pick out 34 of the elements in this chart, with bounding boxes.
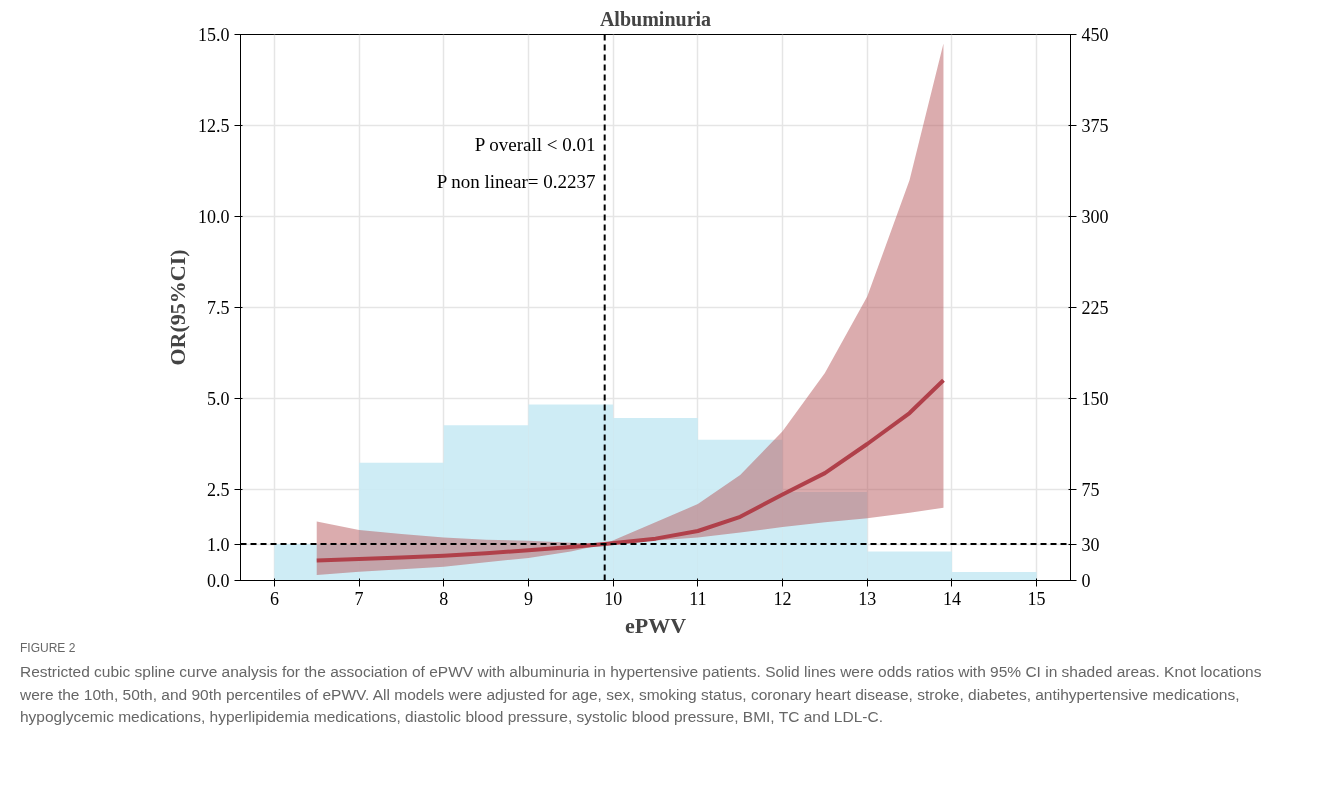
annotation: P overall < 0.01 xyxy=(474,133,596,155)
x-tick-label: 13 xyxy=(858,588,877,609)
x-axis-title: ePWV xyxy=(624,612,687,638)
y-tick-label: 5.0 xyxy=(207,389,230,409)
x-tick-label: 10 xyxy=(604,588,623,609)
y-tick-label: 10.0 xyxy=(198,207,230,227)
y2-tick-label: 300 xyxy=(1081,207,1109,227)
caption: FIGURE 2 xyxy=(20,640,77,657)
y-axis-title: OR(95%CI) xyxy=(165,249,190,366)
y2-tick-label: 75 xyxy=(1081,480,1100,500)
y2-tick-label: 30 xyxy=(1081,534,1100,555)
x-tick-label: 6 xyxy=(269,588,279,609)
line-series xyxy=(314,378,946,563)
annotation: P non linear= 0.2237 xyxy=(436,170,596,192)
chart-title: Albuminuria xyxy=(599,7,712,30)
y2-tick-label: 150 xyxy=(1081,389,1109,409)
y-tick-label: 0.0 xyxy=(207,571,230,591)
x-tick-label: 14 xyxy=(942,588,961,609)
y2-tick-label: 450 xyxy=(1081,25,1109,45)
text: Restricted cubic spline curve analysis for the association of ePWV with albuminuria in hypertensive patients. Solid lines were odds ratios with 95% CI in shaded areas. Knot locations were the 10th, 50th, and 90th percentiles of ePWV. All models were adjusted for age, sex, smoking status, coronary heart disease, stroke, diabetes, antihypertensive medications, hypoglycemic medications, hyperlipidemia medications, diastolic blood pressure, systolic blood pressure, BMI, TC and LDL-C. xyxy=(20,662,1263,728)
y-tick-label: 12.5 xyxy=(198,116,230,136)
x-tick-label: 11 xyxy=(689,588,707,609)
x-tick-label: 8 xyxy=(439,588,449,609)
y2-tick-label: 0 xyxy=(1081,571,1091,591)
x-tick-label: 7 xyxy=(354,588,364,609)
x-tick-label: 12 xyxy=(773,588,792,609)
y-tick-label: 7.5 xyxy=(207,298,230,318)
y-tick-label: 2.5 xyxy=(207,480,230,500)
y-tick-label: 1.0 xyxy=(207,534,230,555)
y-tick-label: 15.0 xyxy=(198,25,230,45)
x-tick-label: 9 xyxy=(523,588,533,609)
x-tick-label: 15 xyxy=(1027,588,1046,609)
y2-tick-label: 225 xyxy=(1081,298,1109,318)
y2-tick-label: 375 xyxy=(1081,116,1109,136)
